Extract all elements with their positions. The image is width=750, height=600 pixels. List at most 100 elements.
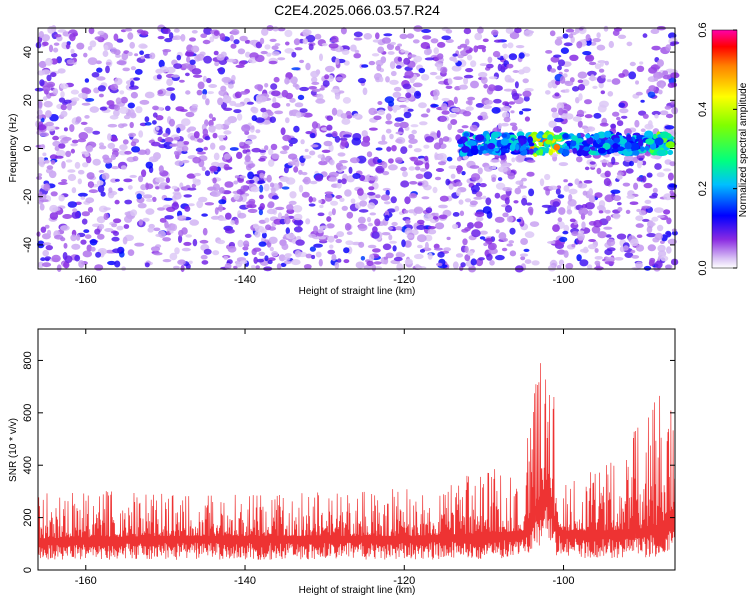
spectrogram-cell [114,199,120,205]
spectrogram-cell [71,53,78,58]
spectrogram-cell [516,218,522,222]
spectrogram-cell [646,225,653,234]
spectrogram-cell [331,254,337,262]
spectrogram-cell [140,44,148,49]
spectrogram-cell [134,53,139,57]
spectrogram-cell [71,187,77,194]
spectrogram-cell [367,244,377,249]
spectrogram-cell [648,85,657,92]
spectrogram-cell [295,239,305,246]
spectrogram-cell [81,151,89,155]
spectrogram-band-cell [654,137,664,146]
spectrogram-cell [614,257,624,261]
spectrogram-cell [289,143,293,147]
spectrogram-cell [123,178,133,183]
spectrogram-cell [427,226,436,230]
spectrogram-cell [148,156,159,163]
spectrogram-cell [46,81,56,88]
spectrogram-cell [432,186,438,194]
spectrogram-cell [255,265,260,269]
spectrogram-cell [204,170,211,177]
spectrogram-cell [315,98,326,104]
spectrogram-cell [103,212,109,221]
spectrogram-cell [271,51,280,56]
spectrogram-cell [110,83,119,91]
spectrogram-cell [410,193,416,197]
spectrogram-cell [319,53,323,62]
spectrogram-cell [381,161,388,169]
spectrogram-cell [426,108,431,113]
spectrogram-cell [585,202,595,210]
spectrogram-cell [651,192,658,197]
spectrogram-cell [293,226,303,233]
spectrogram-cell [269,182,275,188]
spectrogram-cell [635,80,639,85]
spectrogram-band-cell [475,134,485,141]
spectrogram-cell [80,196,86,200]
spectrogram-cell [434,212,439,217]
spectrogram-cell [208,119,214,127]
spectrogram-cell [360,255,366,261]
colorbar: 0.00.20.40.6 Normalized spectral amplitu… [697,22,749,275]
spectrogram-cell [111,135,117,142]
spectrogram-cell [482,206,492,214]
spectrogram-band-cell [612,143,619,150]
spectrogram-cell [478,71,488,78]
spectrogram-x-ticks: -160 -140 -120 -100 [75,28,575,286]
spectrogram-cell [52,135,59,141]
spectrogram-cell [413,206,424,214]
spectrogram-cell [41,193,47,200]
spectrogram-cell [127,32,134,40]
spectrogram-band-cell [485,133,491,141]
spectrogram-cell [244,140,253,145]
spectrogram-cell [199,239,209,244]
spectrogram-cell [435,168,445,172]
spectrogram-cell [195,147,204,152]
snr-y-tick-label: 400 [22,456,34,474]
spectrogram-cell [254,230,261,238]
spectrogram-cell [163,185,171,190]
spectrogram-cell [568,188,578,195]
spectrogram-cell [196,53,205,61]
spectrogram-cell [464,227,471,232]
spectrogram-cell [165,105,171,112]
spectrogram-cell [639,210,646,216]
spectrogram-cell [486,63,494,69]
spectrogram-x-tick-label: -120 [393,274,415,286]
spectrogram-band-cell [660,131,670,139]
spectrogram-cell [583,180,593,184]
spectrogram-cell [391,221,398,227]
spectrogram-cell [201,166,206,171]
spectrogram-cell [584,114,593,119]
spectrogram-cell [663,168,672,172]
spectrogram-cell [191,30,198,34]
spectrogram-cell [246,204,253,208]
spectrogram-cell [152,120,157,125]
spectrogram-cell [502,43,508,49]
spectrogram-cell [596,44,606,51]
spectrogram-cell [96,216,106,224]
spectrogram-cell [626,41,633,47]
spectrogram-cell [554,117,564,123]
spectrogram-cell [337,179,342,184]
spectrogram-band-cell [562,133,569,139]
spectrogram-cell [643,182,653,189]
spectrogram-cell [452,223,459,230]
spectrogram-cell [409,181,418,185]
spectrogram-cell [139,50,145,55]
spectrogram-cell [216,54,225,61]
spectrogram-cell [242,246,249,251]
spectrogram-cell [283,166,289,174]
colorbar-tick-label: 0.4 [697,102,709,117]
spectrogram-cell [127,51,133,57]
spectrogram-cell [395,251,404,259]
spectrogram-cell [138,175,144,183]
spectrogram-cell [97,233,105,240]
spectrogram-band-cell [487,142,496,150]
spectrogram-cell [294,250,302,258]
spectrogram-cell [164,215,174,220]
spectrogram-cell [417,155,426,160]
spectrogram-cell [134,242,145,247]
spectrogram-cell [341,49,350,55]
spectrogram-cell [399,104,407,108]
